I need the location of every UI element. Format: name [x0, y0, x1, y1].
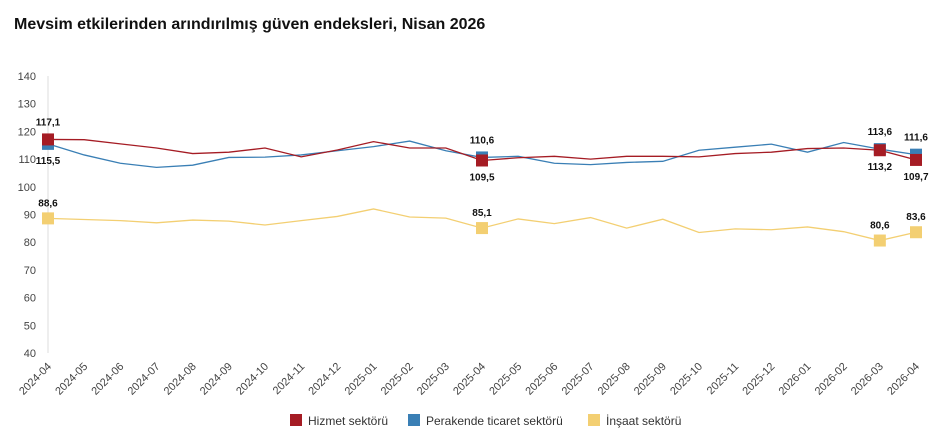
- data-label: 117,1: [36, 117, 61, 128]
- x-tick-label: 2026-02: [813, 361, 850, 398]
- data-label: 80,6: [870, 221, 890, 232]
- x-tick-label: 2024-12: [306, 361, 343, 398]
- x-tick-label: 2025-09: [632, 361, 669, 398]
- y-tick-label: 130: [18, 99, 36, 111]
- y-tick-label: 50: [24, 320, 36, 332]
- chart-title: Mevsim etkilerinden arındırılmış güven e…: [14, 16, 486, 33]
- x-tick-label: 2024-04: [17, 361, 54, 398]
- data-marker: [476, 222, 488, 235]
- data-marker: [910, 226, 922, 239]
- x-tick-label: 2024-06: [89, 361, 126, 398]
- data-label: 115,5: [36, 156, 61, 167]
- x-tick-label: 2025-04: [451, 361, 488, 398]
- x-tick-label: 2025-07: [560, 361, 597, 398]
- legend-swatch: [408, 414, 420, 426]
- x-tick-label: 2026-03: [849, 361, 886, 398]
- data-marker: [42, 133, 54, 146]
- y-tick-label: 100: [18, 182, 36, 194]
- x-tick-label: 2025-02: [379, 361, 416, 398]
- x-tick-label: 2025-06: [523, 361, 560, 398]
- x-tick-label: 2025-03: [415, 361, 452, 398]
- legend-swatch: [290, 414, 302, 426]
- x-tick-label: 2024-08: [162, 361, 199, 398]
- x-tick-label: 2024-10: [234, 361, 271, 398]
- legend-label: İnşaat sektörü: [606, 414, 681, 428]
- data-label: 109,5: [469, 172, 494, 183]
- x-tick-label: 2026-04: [885, 361, 922, 398]
- y-tick-label: 140: [18, 71, 36, 83]
- x-tick-label: 2024-07: [126, 361, 163, 398]
- y-tick-label: 80: [24, 237, 36, 249]
- x-tick-label: 2024-05: [53, 361, 90, 398]
- y-tick-label: 120: [18, 126, 36, 138]
- x-tick-label: 2025-12: [740, 361, 777, 398]
- legend-label: Hizmet sektörü: [308, 414, 388, 428]
- x-tick-label: 2025-11: [705, 361, 741, 397]
- y-tick-label: 40: [24, 348, 36, 360]
- data-label: 83,6: [906, 212, 926, 223]
- data-marker: [42, 212, 54, 225]
- x-tick-label: 2026-01: [777, 361, 814, 398]
- data-marker: [910, 153, 922, 166]
- x-tick-label: 2025-01: [343, 361, 380, 398]
- y-tick-label: 60: [24, 293, 36, 305]
- data-label: 85,1: [472, 208, 492, 219]
- x-tick-label: 2025-10: [668, 361, 705, 398]
- data-marker: [873, 144, 886, 157]
- data-marker: [476, 154, 488, 167]
- y-tick-label: 90: [24, 210, 36, 222]
- data-label: 88,6: [38, 198, 58, 209]
- data-label: 111,6: [904, 133, 928, 144]
- data-label: 110,6: [470, 135, 495, 146]
- data-label: 113,6: [868, 127, 893, 138]
- x-tick-label: 2025-05: [487, 361, 524, 398]
- data-marker: [873, 234, 886, 247]
- x-tick-label: 2025-08: [596, 361, 633, 398]
- y-tick-label: 70: [24, 265, 36, 277]
- y-tick-label: 110: [18, 154, 36, 166]
- x-tick-label: 2024-09: [198, 361, 235, 398]
- data-label: 113,2: [868, 162, 893, 173]
- legend-swatch: [588, 414, 600, 426]
- legend-label: Perakende ticaret sektörü: [426, 414, 563, 428]
- x-tick-label: 2024-11: [271, 361, 307, 397]
- data-label: 109,7: [903, 172, 928, 183]
